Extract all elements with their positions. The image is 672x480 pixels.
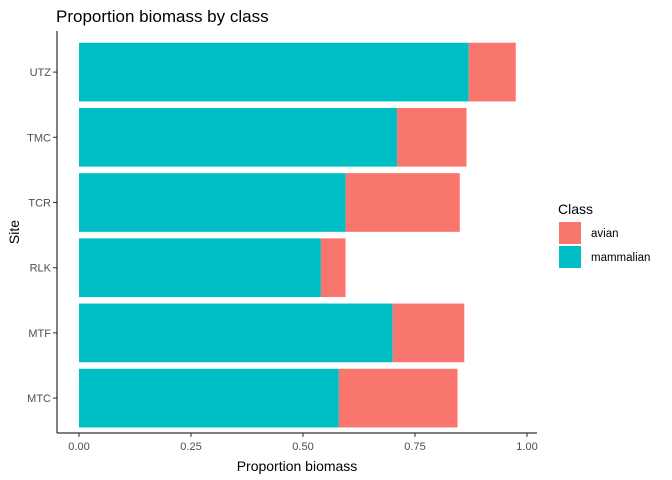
bar-avian-tcr [345,173,460,232]
x-axis-title: Proportion biomass [237,458,358,474]
legend-label-mammalian: mammalian [591,252,650,264]
x-tick-label: 0.25 [180,441,201,453]
x-tick-label: 1.00 [516,441,537,453]
bar-avian-tmc [397,107,467,167]
legend-title: Class [558,201,593,217]
bar-mammalian-rlk [79,238,321,298]
bar-avian-utz [468,42,516,102]
chart-title: Proportion biomass by class [56,7,269,26]
bar-mammalian-tmc [79,107,398,167]
legend-label-avian: avian [591,228,619,240]
x-tick-label: 0.00 [68,441,89,453]
x-tick-label: 0.50 [292,441,313,453]
y-tick-label: MTF [28,328,51,340]
y-tick-label: UTZ [30,67,52,79]
y-tick-label: TMC [27,132,51,144]
y-ticks-group: UTZ TMC TCR RLK MTF MTC [27,67,57,405]
bar-avian-mtc [338,368,458,428]
bar-avian-mtf [392,303,465,363]
y-axis-title: Site [6,220,22,244]
legend-key-avian [559,222,581,244]
bar-mammalian-mtc [79,368,339,428]
bar-avian-rlk [320,238,346,298]
bar-mammalian-mtf [79,303,393,363]
bars-group [79,42,516,428]
x-tick-label: 0.75 [404,441,425,453]
legend: Class avian mammalian [558,201,650,268]
bar-mammalian-tcr [79,173,346,232]
y-tick-label: RLK [30,263,52,275]
x-ticks-group: 0.00 0.25 0.50 0.75 1.00 [68,433,538,453]
legend-key-mammalian [559,246,581,268]
y-tick-label: MTC [27,393,51,405]
bar-mammalian-utz [79,42,469,102]
y-tick-label: TCR [28,198,51,210]
